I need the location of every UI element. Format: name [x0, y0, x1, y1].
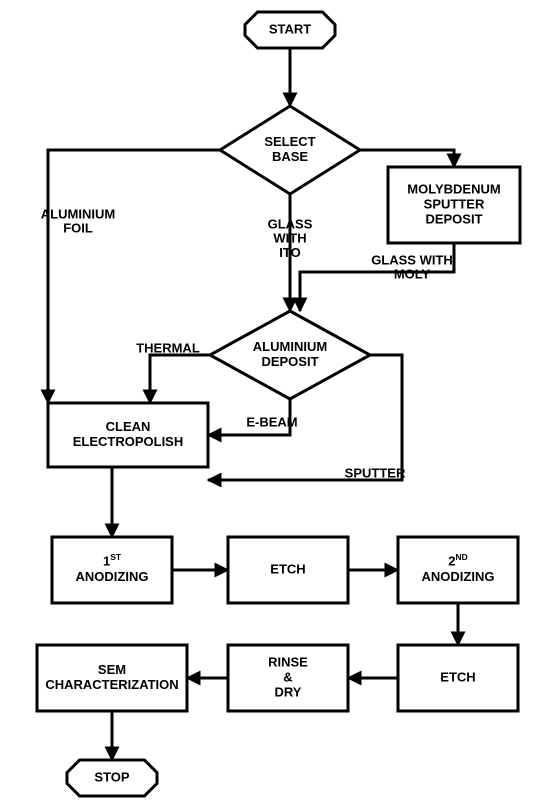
- svg-text:SPUTTER: SPUTTER: [424, 196, 485, 211]
- flowchart-canvas: STARTSELECTBASEMOLYBDENUMSPUTTERDEPOSITA…: [0, 0, 537, 806]
- svg-text:MOLYBDENUM: MOLYBDENUM: [407, 181, 500, 196]
- svg-text:ELECTROPOLISH: ELECTROPOLISH: [73, 434, 184, 449]
- edge-6: E-BEAM: [208, 399, 298, 435]
- svg-text:&: &: [283, 669, 292, 684]
- svg-text:BASE: BASE: [272, 149, 308, 164]
- node-rinse: RINSE&DRY: [228, 645, 348, 711]
- svg-text:ALUMINIUM: ALUMINIUM: [41, 206, 115, 221]
- edge-3: [360, 150, 454, 167]
- node-etch1: ETCH: [228, 537, 348, 603]
- svg-text:ALUMINIUM: ALUMINIUM: [253, 339, 327, 354]
- edge-2: GLASSWITHITO: [268, 194, 313, 311]
- node-aludep: ALUMINIUMDEPOSIT: [210, 311, 370, 399]
- svg-text:MOLY: MOLY: [394, 267, 431, 282]
- svg-text:CLEAN: CLEAN: [106, 419, 151, 434]
- node-clean: CLEANELECTROPOLISH: [48, 403, 208, 467]
- svg-text:ITO: ITO: [279, 245, 300, 260]
- edge-1: ALUMINIUMFOIL: [41, 150, 220, 403]
- svg-text:SELECT: SELECT: [264, 134, 315, 149]
- node-anod2: 2NDANODIZING: [398, 537, 518, 603]
- svg-text:ANODIZING: ANODIZING: [422, 569, 495, 584]
- svg-text:DEPOSIT: DEPOSIT: [425, 211, 482, 226]
- svg-text:START: START: [269, 21, 311, 36]
- node-etch2: ETCH: [398, 645, 518, 711]
- node-start: START: [245, 12, 335, 48]
- node-sem: SEMCHARACTERIZATION: [37, 645, 187, 711]
- svg-text:CHARACTERIZATION: CHARACTERIZATION: [45, 677, 178, 692]
- svg-text:SPUTTER: SPUTTER: [345, 465, 406, 480]
- node-stop: STOP: [67, 760, 157, 796]
- svg-text:GLASS WITH: GLASS WITH: [371, 252, 453, 267]
- svg-text:GLASS: GLASS: [268, 216, 313, 231]
- edge-5: THERMAL: [136, 340, 210, 403]
- svg-text:STOP: STOP: [94, 769, 129, 784]
- svg-text:ANODIZING: ANODIZING: [76, 569, 149, 584]
- svg-text:DEPOSIT: DEPOSIT: [261, 354, 318, 369]
- node-select: SELECTBASE: [220, 106, 360, 194]
- svg-text:DRY: DRY: [275, 684, 302, 699]
- edge-4: GLASS WITHMOLY: [300, 243, 454, 311]
- svg-text:FOIL: FOIL: [63, 221, 93, 236]
- svg-text:SEM: SEM: [98, 662, 126, 677]
- svg-text:ETCH: ETCH: [440, 669, 475, 684]
- svg-text:E-BEAM: E-BEAM: [246, 414, 297, 429]
- svg-text:WITH: WITH: [273, 231, 306, 246]
- node-anod1: 1STANODIZING: [52, 537, 172, 603]
- node-moly: MOLYBDENUMSPUTTERDEPOSIT: [388, 167, 520, 243]
- svg-text:RINSE: RINSE: [268, 654, 308, 669]
- svg-text:THERMAL: THERMAL: [136, 340, 200, 355]
- svg-text:ETCH: ETCH: [270, 561, 305, 576]
